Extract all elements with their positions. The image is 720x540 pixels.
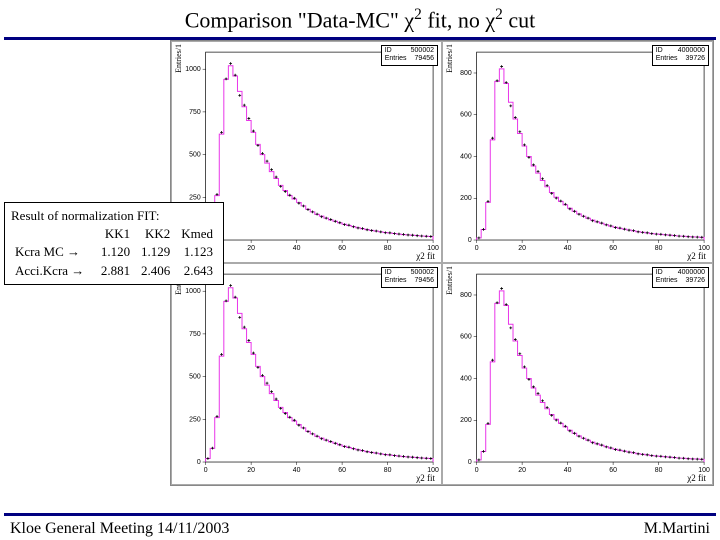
svg-text:80: 80 <box>384 467 392 474</box>
footer-rule <box>4 513 716 516</box>
page-title: Comparison "Data-MC" χ2 fit, no χ2 cut <box>0 0 720 37</box>
y-axis-label: Entries/1 <box>445 44 454 73</box>
row-label: Acci.Kcra → <box>11 262 94 280</box>
cell: 1.120 <box>94 243 134 261</box>
cell: 2.643 <box>174 262 217 280</box>
stat-box: ID500002 Entries79456 <box>381 267 438 288</box>
result-table: KK1 KK2 Kmed Kcra MC → 1.120 1.129 1.123… <box>11 225 217 280</box>
footer-left: Kloe General Meeting 14/11/2003 <box>10 520 229 538</box>
svg-text:750: 750 <box>189 109 201 116</box>
svg-text:20: 20 <box>518 467 526 474</box>
svg-text:800: 800 <box>460 292 472 299</box>
cell: 2.881 <box>94 262 134 280</box>
svg-text:600: 600 <box>460 334 472 341</box>
svg-text:0: 0 <box>475 467 479 474</box>
svg-text:20: 20 <box>247 245 255 252</box>
title-segment: cut <box>503 7 535 32</box>
title-segment: fit, no <box>422 7 486 32</box>
svg-text:400: 400 <box>460 153 472 160</box>
svg-text:0: 0 <box>468 237 472 244</box>
svg-text:250: 250 <box>189 194 201 201</box>
row-label: Kcra MC → <box>11 243 94 261</box>
svg-text:800: 800 <box>460 70 472 77</box>
chi-sup: 2 <box>495 6 503 23</box>
x-axis-label: χ2 fit <box>687 473 706 483</box>
chart-bottom-right: 8006004002000 020406080100 Entries/1χ2 f… <box>442 263 713 485</box>
svg-text:60: 60 <box>609 467 617 474</box>
svg-text:0: 0 <box>468 459 472 466</box>
result-box: Result of normalization FIT: KK1 KK2 Kme… <box>4 202 224 285</box>
col-header: Kmed <box>174 225 217 243</box>
chi-symbol: χ <box>485 7 495 32</box>
stat-box: ID4000000 Entries39726 <box>652 267 709 288</box>
svg-text:0: 0 <box>475 245 479 252</box>
svg-text:80: 80 <box>655 467 663 474</box>
table-row: Acci.Kcra → 2.881 2.406 2.643 <box>11 262 217 280</box>
svg-text:600: 600 <box>460 112 472 119</box>
svg-text:500: 500 <box>189 374 201 381</box>
svg-text:0: 0 <box>204 467 208 474</box>
cell: 1.129 <box>134 243 174 261</box>
col-header: KK1 <box>94 225 134 243</box>
svg-text:1000: 1000 <box>185 66 201 73</box>
svg-text:40: 40 <box>564 245 572 252</box>
svg-text:500: 500 <box>189 152 201 159</box>
svg-text:80: 80 <box>655 245 663 252</box>
x-axis-label: χ2 fit <box>416 251 435 261</box>
svg-text:80: 80 <box>384 245 392 252</box>
cell: 1.123 <box>174 243 217 261</box>
chart-top-right: 8006004002000 020406080100 Entries/1χ2 f… <box>442 41 713 263</box>
svg-text:1000: 1000 <box>185 288 201 295</box>
svg-text:60: 60 <box>609 245 617 252</box>
cell: 2.406 <box>134 262 174 280</box>
col-header: KK2 <box>134 225 174 243</box>
table-row: KK1 KK2 Kmed <box>11 225 217 243</box>
svg-text:40: 40 <box>293 467 301 474</box>
chi-symbol: χ <box>404 7 414 32</box>
svg-text:20: 20 <box>247 467 255 474</box>
svg-text:250: 250 <box>189 416 201 423</box>
stat-box: ID500002 Entries79456 <box>381 45 438 66</box>
svg-text:20: 20 <box>518 245 526 252</box>
y-axis-label: Entries/1 <box>445 266 454 295</box>
footer-right: M.Martini <box>644 520 710 538</box>
footer: Kloe General Meeting 14/11/2003 M.Martin… <box>10 520 710 538</box>
table-row: Kcra MC → 1.120 1.129 1.123 <box>11 243 217 261</box>
svg-text:60: 60 <box>338 467 346 474</box>
svg-text:200: 200 <box>460 417 472 424</box>
svg-text:40: 40 <box>564 467 572 474</box>
svg-text:400: 400 <box>460 375 472 382</box>
chart-bottom-left: 10007505002500 020406080100 Entries/1χ2 … <box>171 263 442 485</box>
col-header <box>11 225 94 243</box>
svg-text:750: 750 <box>189 331 201 338</box>
result-header: Result of normalization FIT: <box>11 207 217 225</box>
y-axis-label: Entries/1 <box>174 44 183 73</box>
stat-box: ID4000000 Entries39726 <box>652 45 709 66</box>
chart-grid: 10007505002500 020406080100 Entries/1χ2 … <box>170 40 714 486</box>
x-axis-label: χ2 fit <box>687 251 706 261</box>
svg-text:60: 60 <box>338 245 346 252</box>
x-axis-label: χ2 fit <box>416 473 435 483</box>
chi-sup: 2 <box>414 6 422 23</box>
svg-text:40: 40 <box>293 245 301 252</box>
svg-text:0: 0 <box>197 459 201 466</box>
title-segment: Comparison "Data-MC" <box>185 7 405 32</box>
svg-text:200: 200 <box>460 195 472 202</box>
